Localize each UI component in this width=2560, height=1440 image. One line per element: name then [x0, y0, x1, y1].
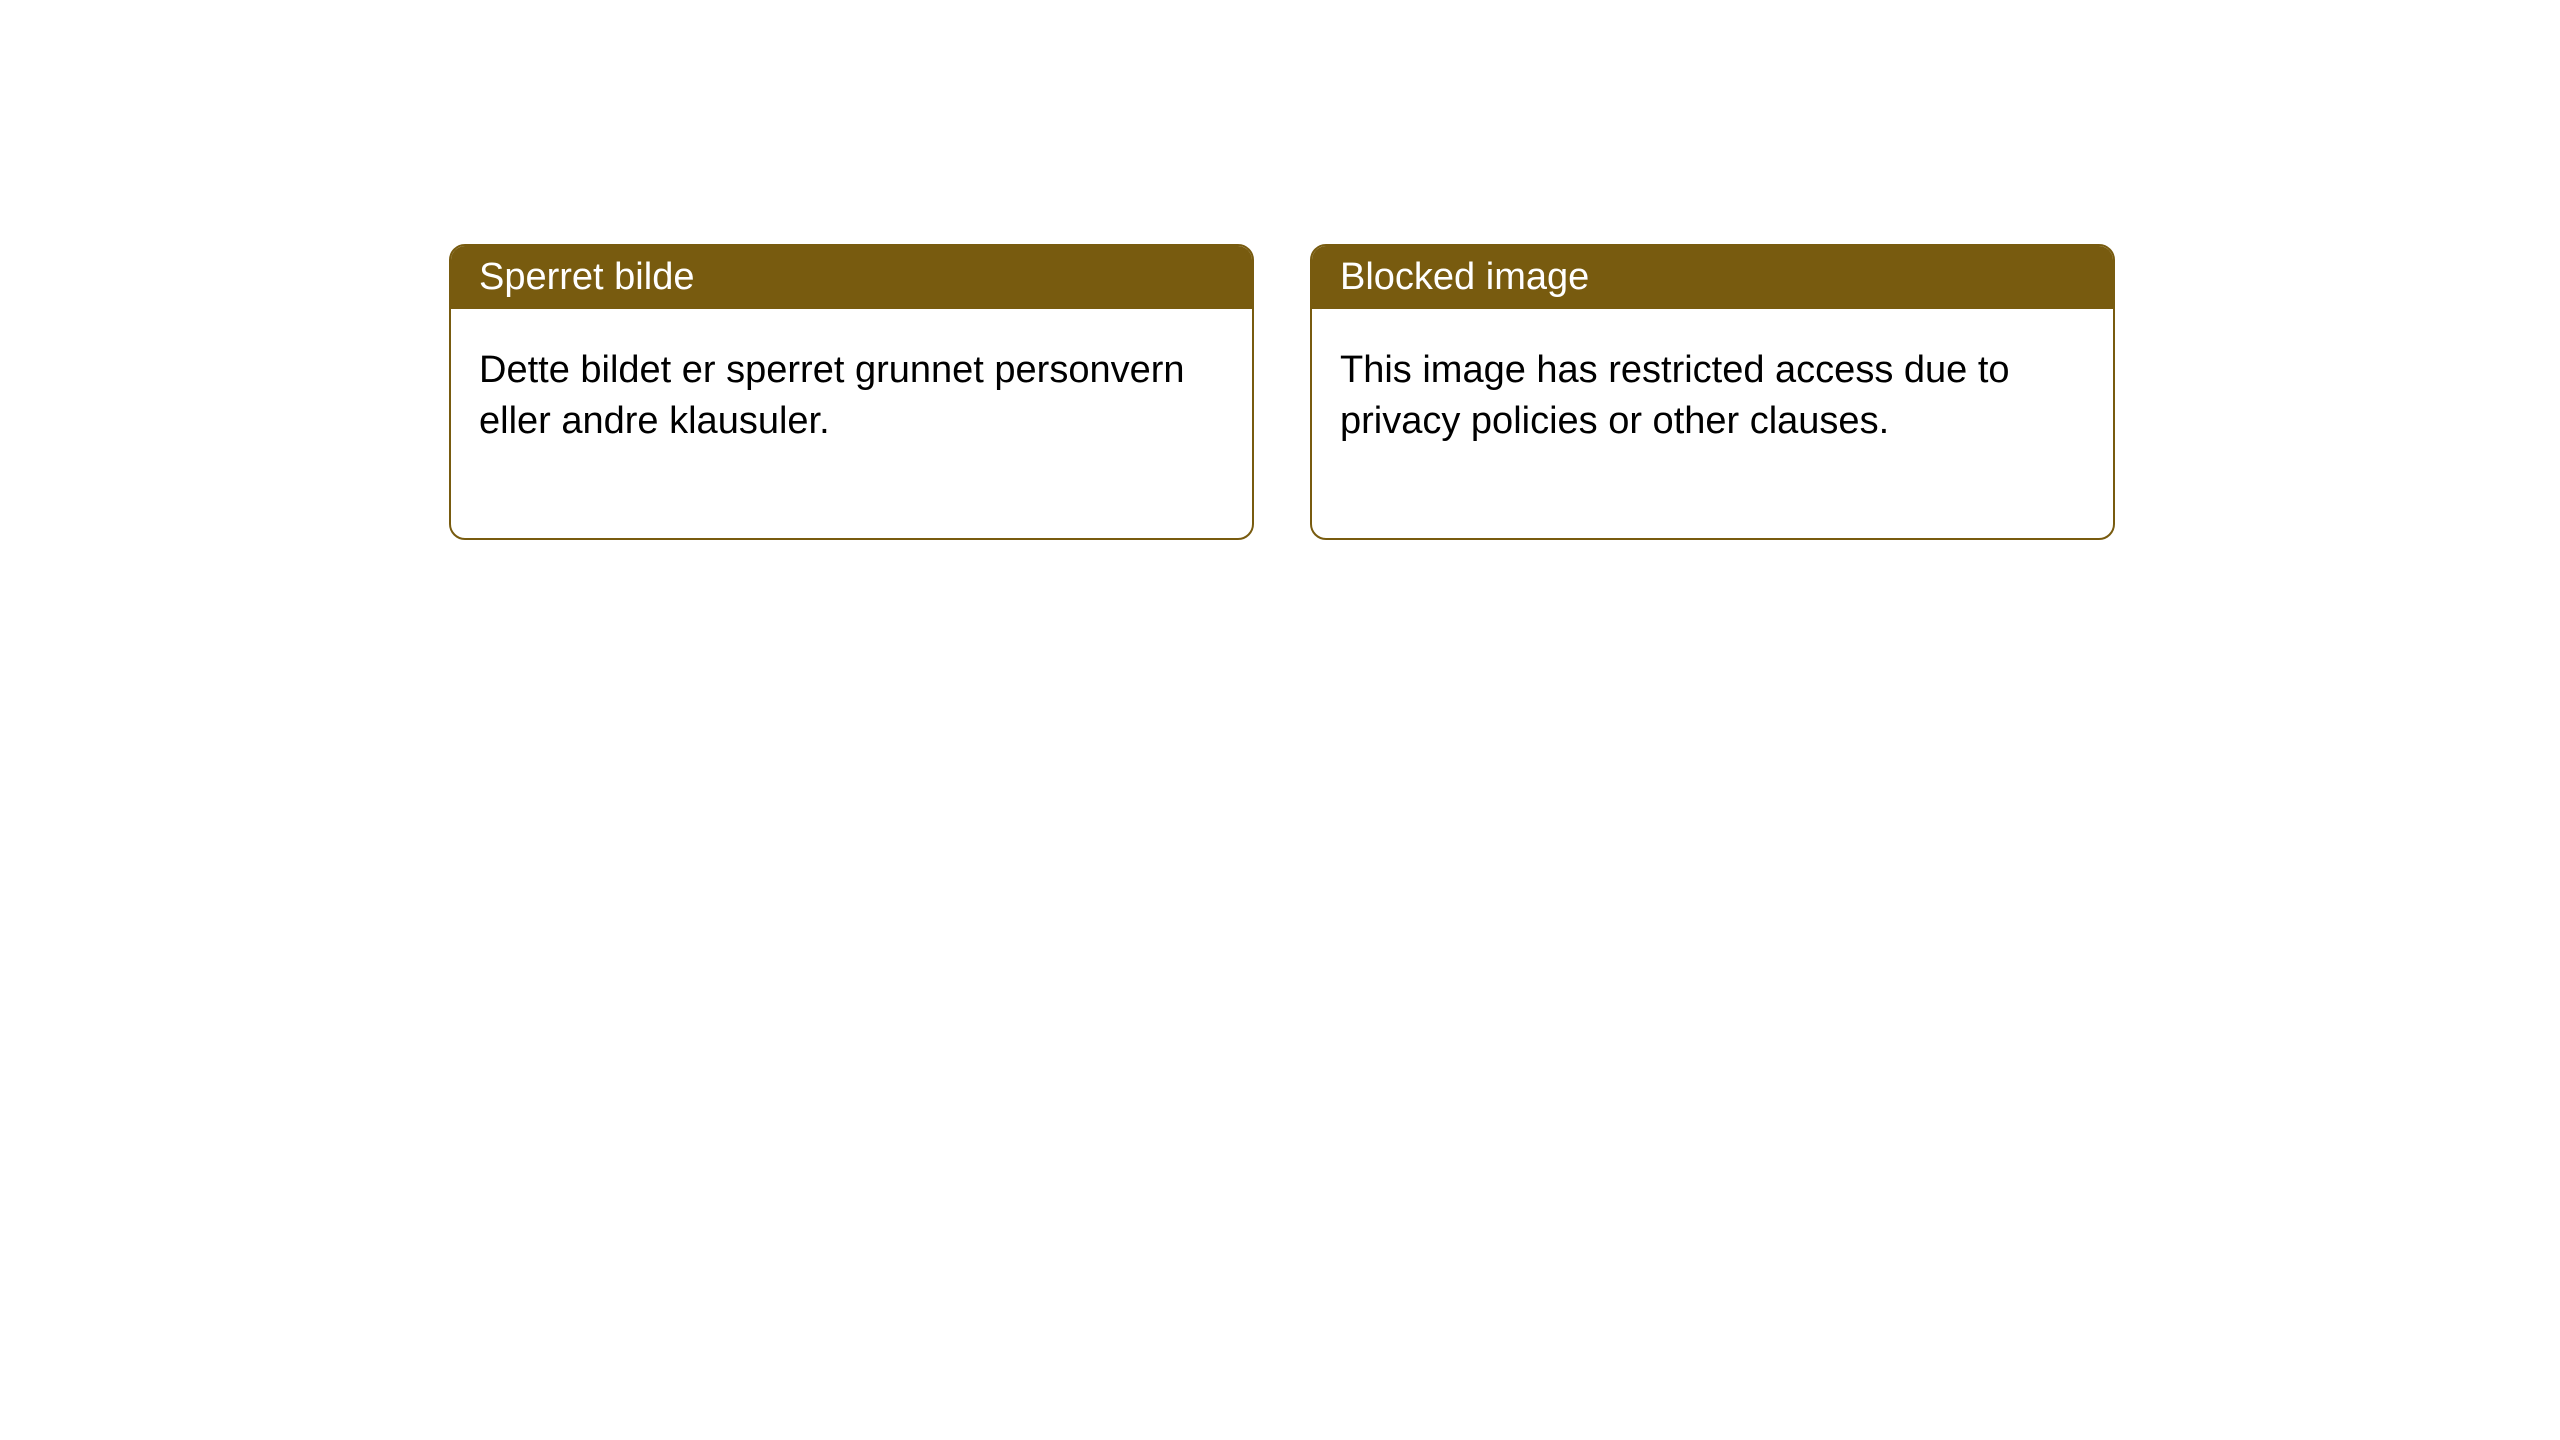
notice-header-english: Blocked image	[1312, 246, 2113, 309]
notice-body-norwegian: Dette bildet er sperret grunnet personve…	[451, 309, 1252, 538]
notice-body-english: This image has restricted access due to …	[1312, 309, 2113, 538]
notice-card-english: Blocked image This image has restricted …	[1310, 244, 2115, 540]
notice-card-norwegian: Sperret bilde Dette bildet er sperret gr…	[449, 244, 1254, 540]
notice-header-norwegian: Sperret bilde	[451, 246, 1252, 309]
notice-container: Sperret bilde Dette bildet er sperret gr…	[0, 0, 2560, 540]
